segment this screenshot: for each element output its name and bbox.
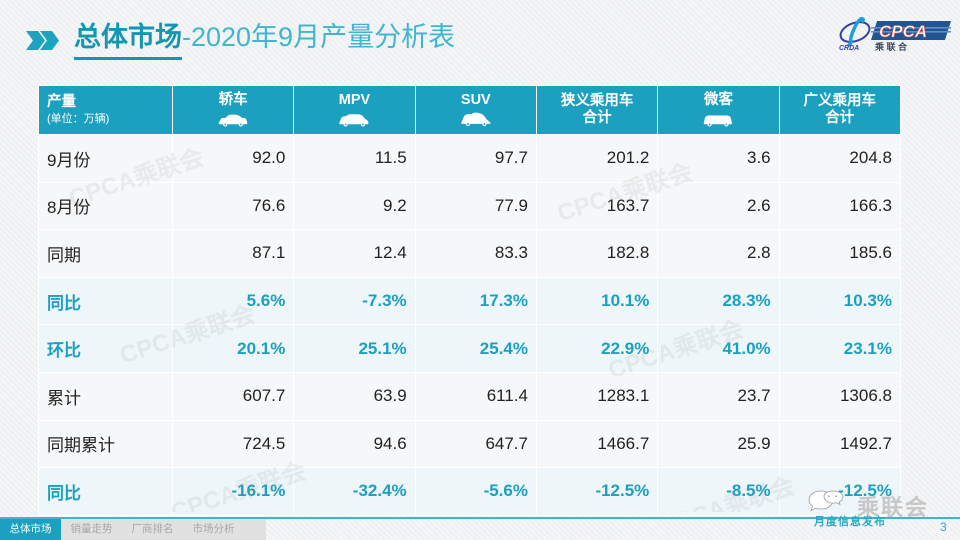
svg-text:乘 联 合: 乘 联 合 bbox=[874, 41, 908, 52]
svg-text:CPCA: CPCA bbox=[879, 22, 927, 41]
svg-text:CRDA: CRDA bbox=[839, 45, 859, 52]
